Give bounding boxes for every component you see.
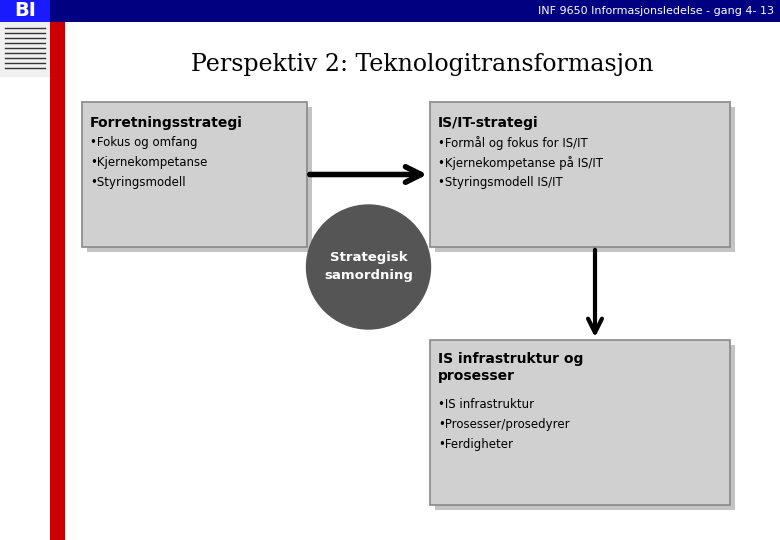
Bar	[0, 0, 780, 22]
Text: BI: BI	[14, 2, 36, 21]
Text: •Kjernekompetanse: •Kjernekompetanse	[90, 156, 207, 169]
Circle shape	[307, 205, 431, 329]
Text: •Formål og fokus for IS/IT: •Formål og fokus for IS/IT	[438, 136, 588, 150]
Text: •Styringsmodell IS/IT: •Styringsmodell IS/IT	[438, 176, 562, 189]
Text: Perspektiv 2: Teknologitransformasjon: Perspektiv 2: Teknologitransformasjon	[191, 53, 654, 77]
Text: •Ferdigheter: •Ferdigheter	[438, 438, 513, 451]
Bar	[0, 22, 50, 77]
Bar	[435, 345, 735, 510]
Text: •Prosesser/prosedyrer: •Prosesser/prosedyrer	[438, 418, 569, 431]
Bar	[430, 340, 730, 505]
Text: •IS infrastruktur: •IS infrastruktur	[438, 398, 534, 411]
Text: Forretningsstrategi: Forretningsstrategi	[90, 116, 243, 130]
Text: •Styringsmodell: •Styringsmodell	[90, 176, 186, 189]
Text: •Fokus og omfang: •Fokus og omfang	[90, 136, 197, 149]
Text: IS/IT-strategi: IS/IT-strategi	[438, 116, 539, 130]
Bar	[0, 0, 50, 22]
Bar	[435, 107, 735, 252]
Bar	[82, 102, 307, 247]
Bar	[50, 22, 65, 540]
Bar	[87, 107, 312, 252]
Text: •Kjernekompetanse på IS/IT: •Kjernekompetanse på IS/IT	[438, 156, 603, 170]
Bar	[430, 102, 730, 247]
Text: IS infrastruktur og
prosesser: IS infrastruktur og prosesser	[438, 352, 583, 383]
Text: Strategisk
samordning: Strategisk samordning	[324, 252, 413, 282]
Text: INF 9650 Informasjonsledelse - gang 4- 13: INF 9650 Informasjonsledelse - gang 4- 1…	[538, 6, 774, 16]
